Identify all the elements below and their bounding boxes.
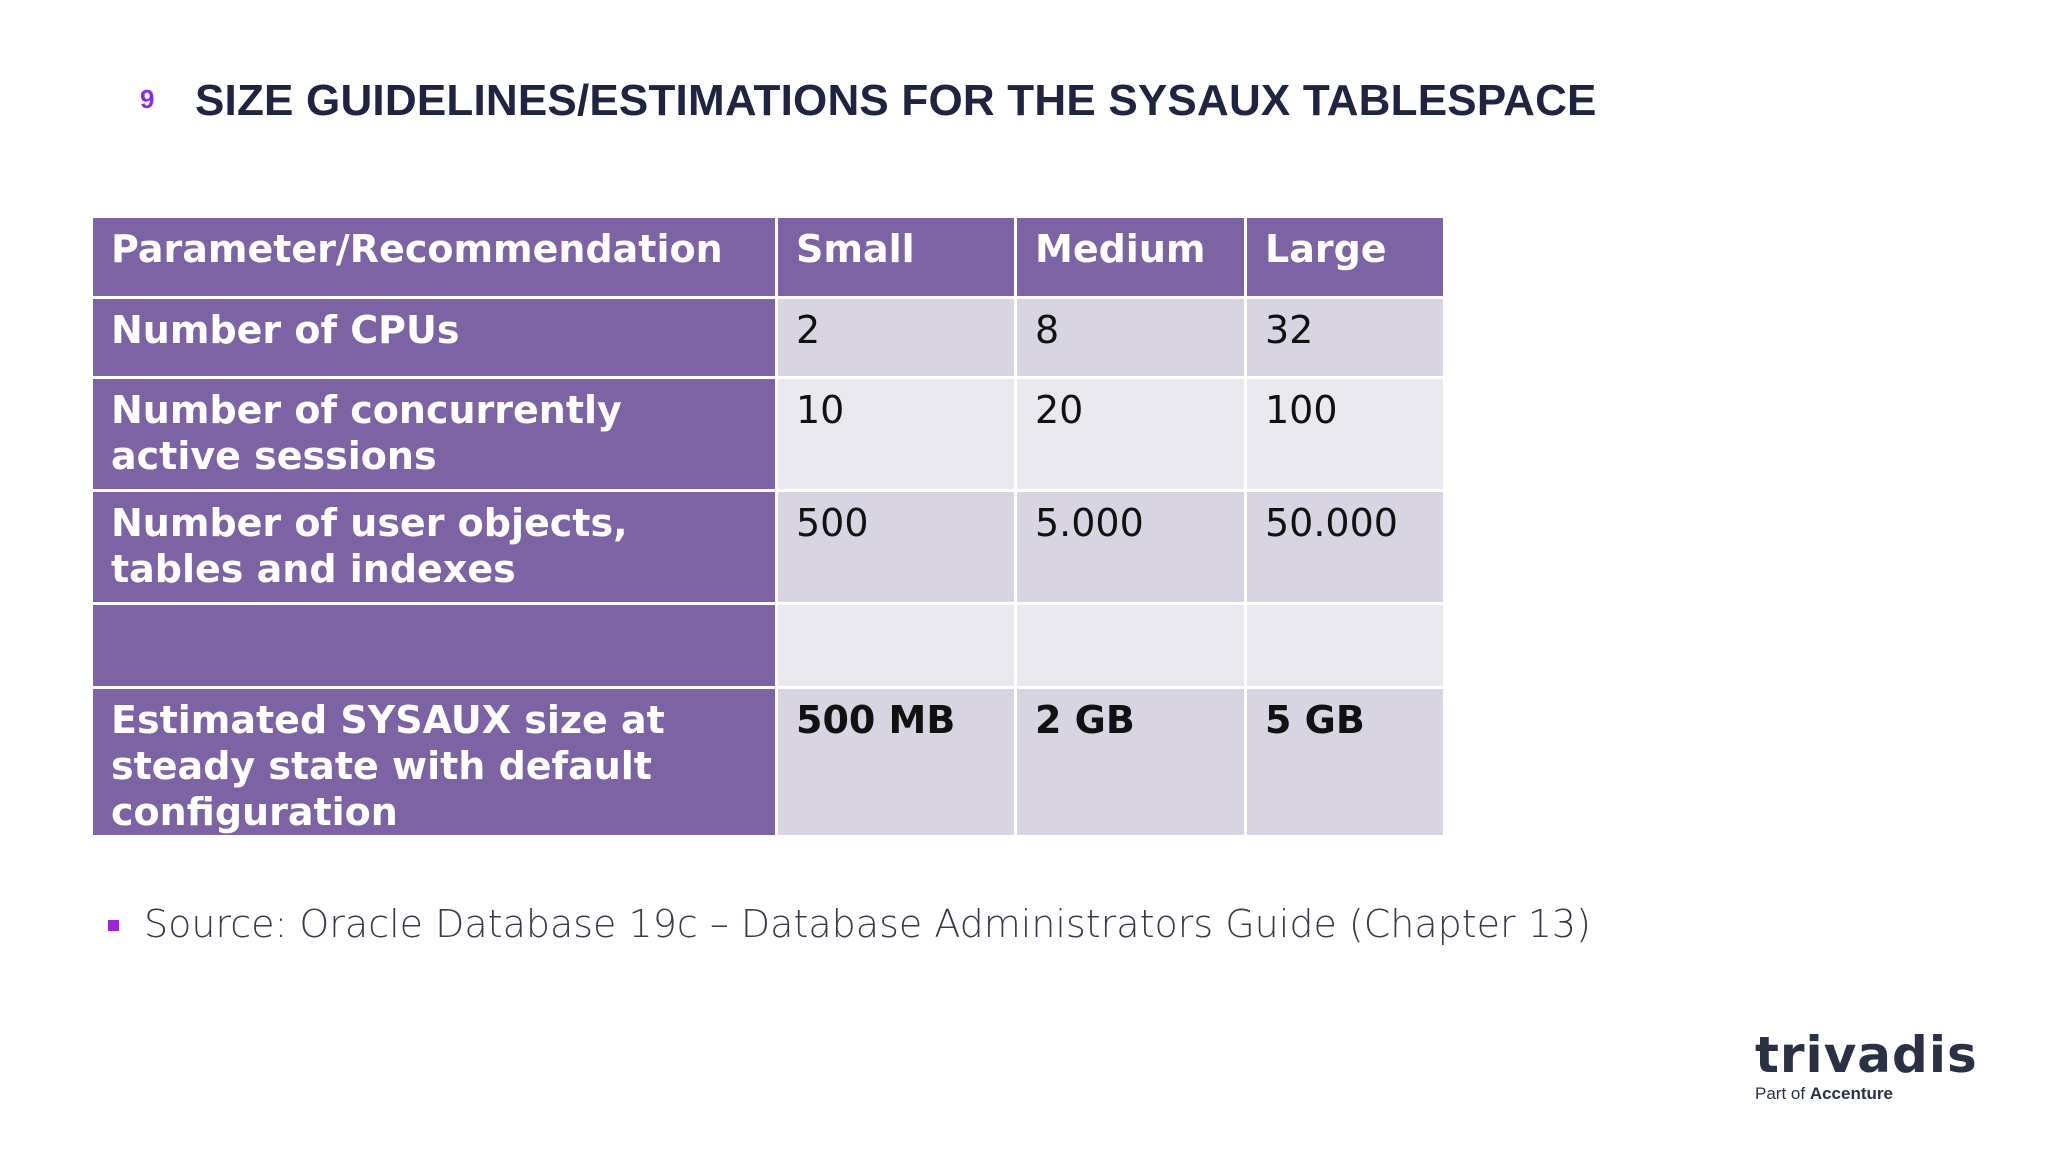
header-large: Large (1244, 215, 1446, 299)
cell-medium: 5.000 (1014, 489, 1247, 605)
cell-small: 500 (775, 489, 1017, 605)
header-medium: Medium (1014, 215, 1247, 299)
cell-small: 2 (775, 296, 1017, 379)
cell-large: 5 GB (1244, 686, 1446, 838)
size-guidelines-table-container: Parameter/Recommendation Small Medium La… (90, 215, 1446, 838)
table-row: Number of concurrently active sessions 1… (90, 376, 1446, 492)
table-row: Estimated SYSAUX size at steady state wi… (90, 686, 1446, 838)
header-parameter: Parameter/Recommendation (90, 215, 778, 299)
cell-large: 100 (1244, 376, 1446, 492)
logo-tagline-prefix: Part of (1755, 1084, 1806, 1103)
logo-brand: trivadis (1755, 1026, 1978, 1084)
logo-tagline: Part of Accenture (1755, 1084, 1965, 1104)
square-bullet-icon (108, 919, 119, 931)
row-parameter: Number of user objects, tables and index… (90, 489, 778, 605)
source-bullet-item: Source: Oracle Database 19c – Database A… (108, 902, 1591, 946)
table-row: Number of CPUs 2 8 32 (90, 296, 1446, 379)
cell-small: 500 MB (775, 686, 1017, 838)
row-parameter: Estimated SYSAUX size at steady state wi… (90, 686, 778, 838)
row-parameter: Number of concurrently active sessions (90, 376, 778, 492)
cell-large: 50.000 (1244, 489, 1446, 605)
logo-tagline-company: Accenture (1809, 1084, 1893, 1103)
cell-small: 10 (775, 376, 1017, 492)
table-row: Number of user objects, tables and index… (90, 489, 1446, 605)
cell-medium: 8 (1014, 296, 1247, 379)
slide-title: SIZE GUIDELINES/ESTIMATIONS FOR THE SYSA… (195, 76, 1597, 125)
row-parameter: Number of CPUs (90, 296, 778, 379)
header-small: Small (775, 215, 1017, 299)
cell-large: 32 (1244, 296, 1446, 379)
cell-medium (1014, 602, 1247, 689)
slide-number: 9 (140, 84, 155, 114)
cell-medium: 20 (1014, 376, 1247, 492)
size-guidelines-table: Parameter/Recommendation Small Medium La… (90, 215, 1446, 838)
row-parameter (90, 602, 778, 689)
table-row (90, 602, 1446, 689)
table-header-row: Parameter/Recommendation Small Medium La… (90, 215, 1446, 299)
cell-medium: 2 GB (1014, 686, 1247, 838)
trivadis-logo: trivadis Part of Accenture (1755, 1026, 1978, 1108)
cell-large (1244, 602, 1446, 689)
source-text: Source: Oracle Database 19c – Database A… (144, 902, 1591, 946)
cell-small (775, 602, 1017, 689)
